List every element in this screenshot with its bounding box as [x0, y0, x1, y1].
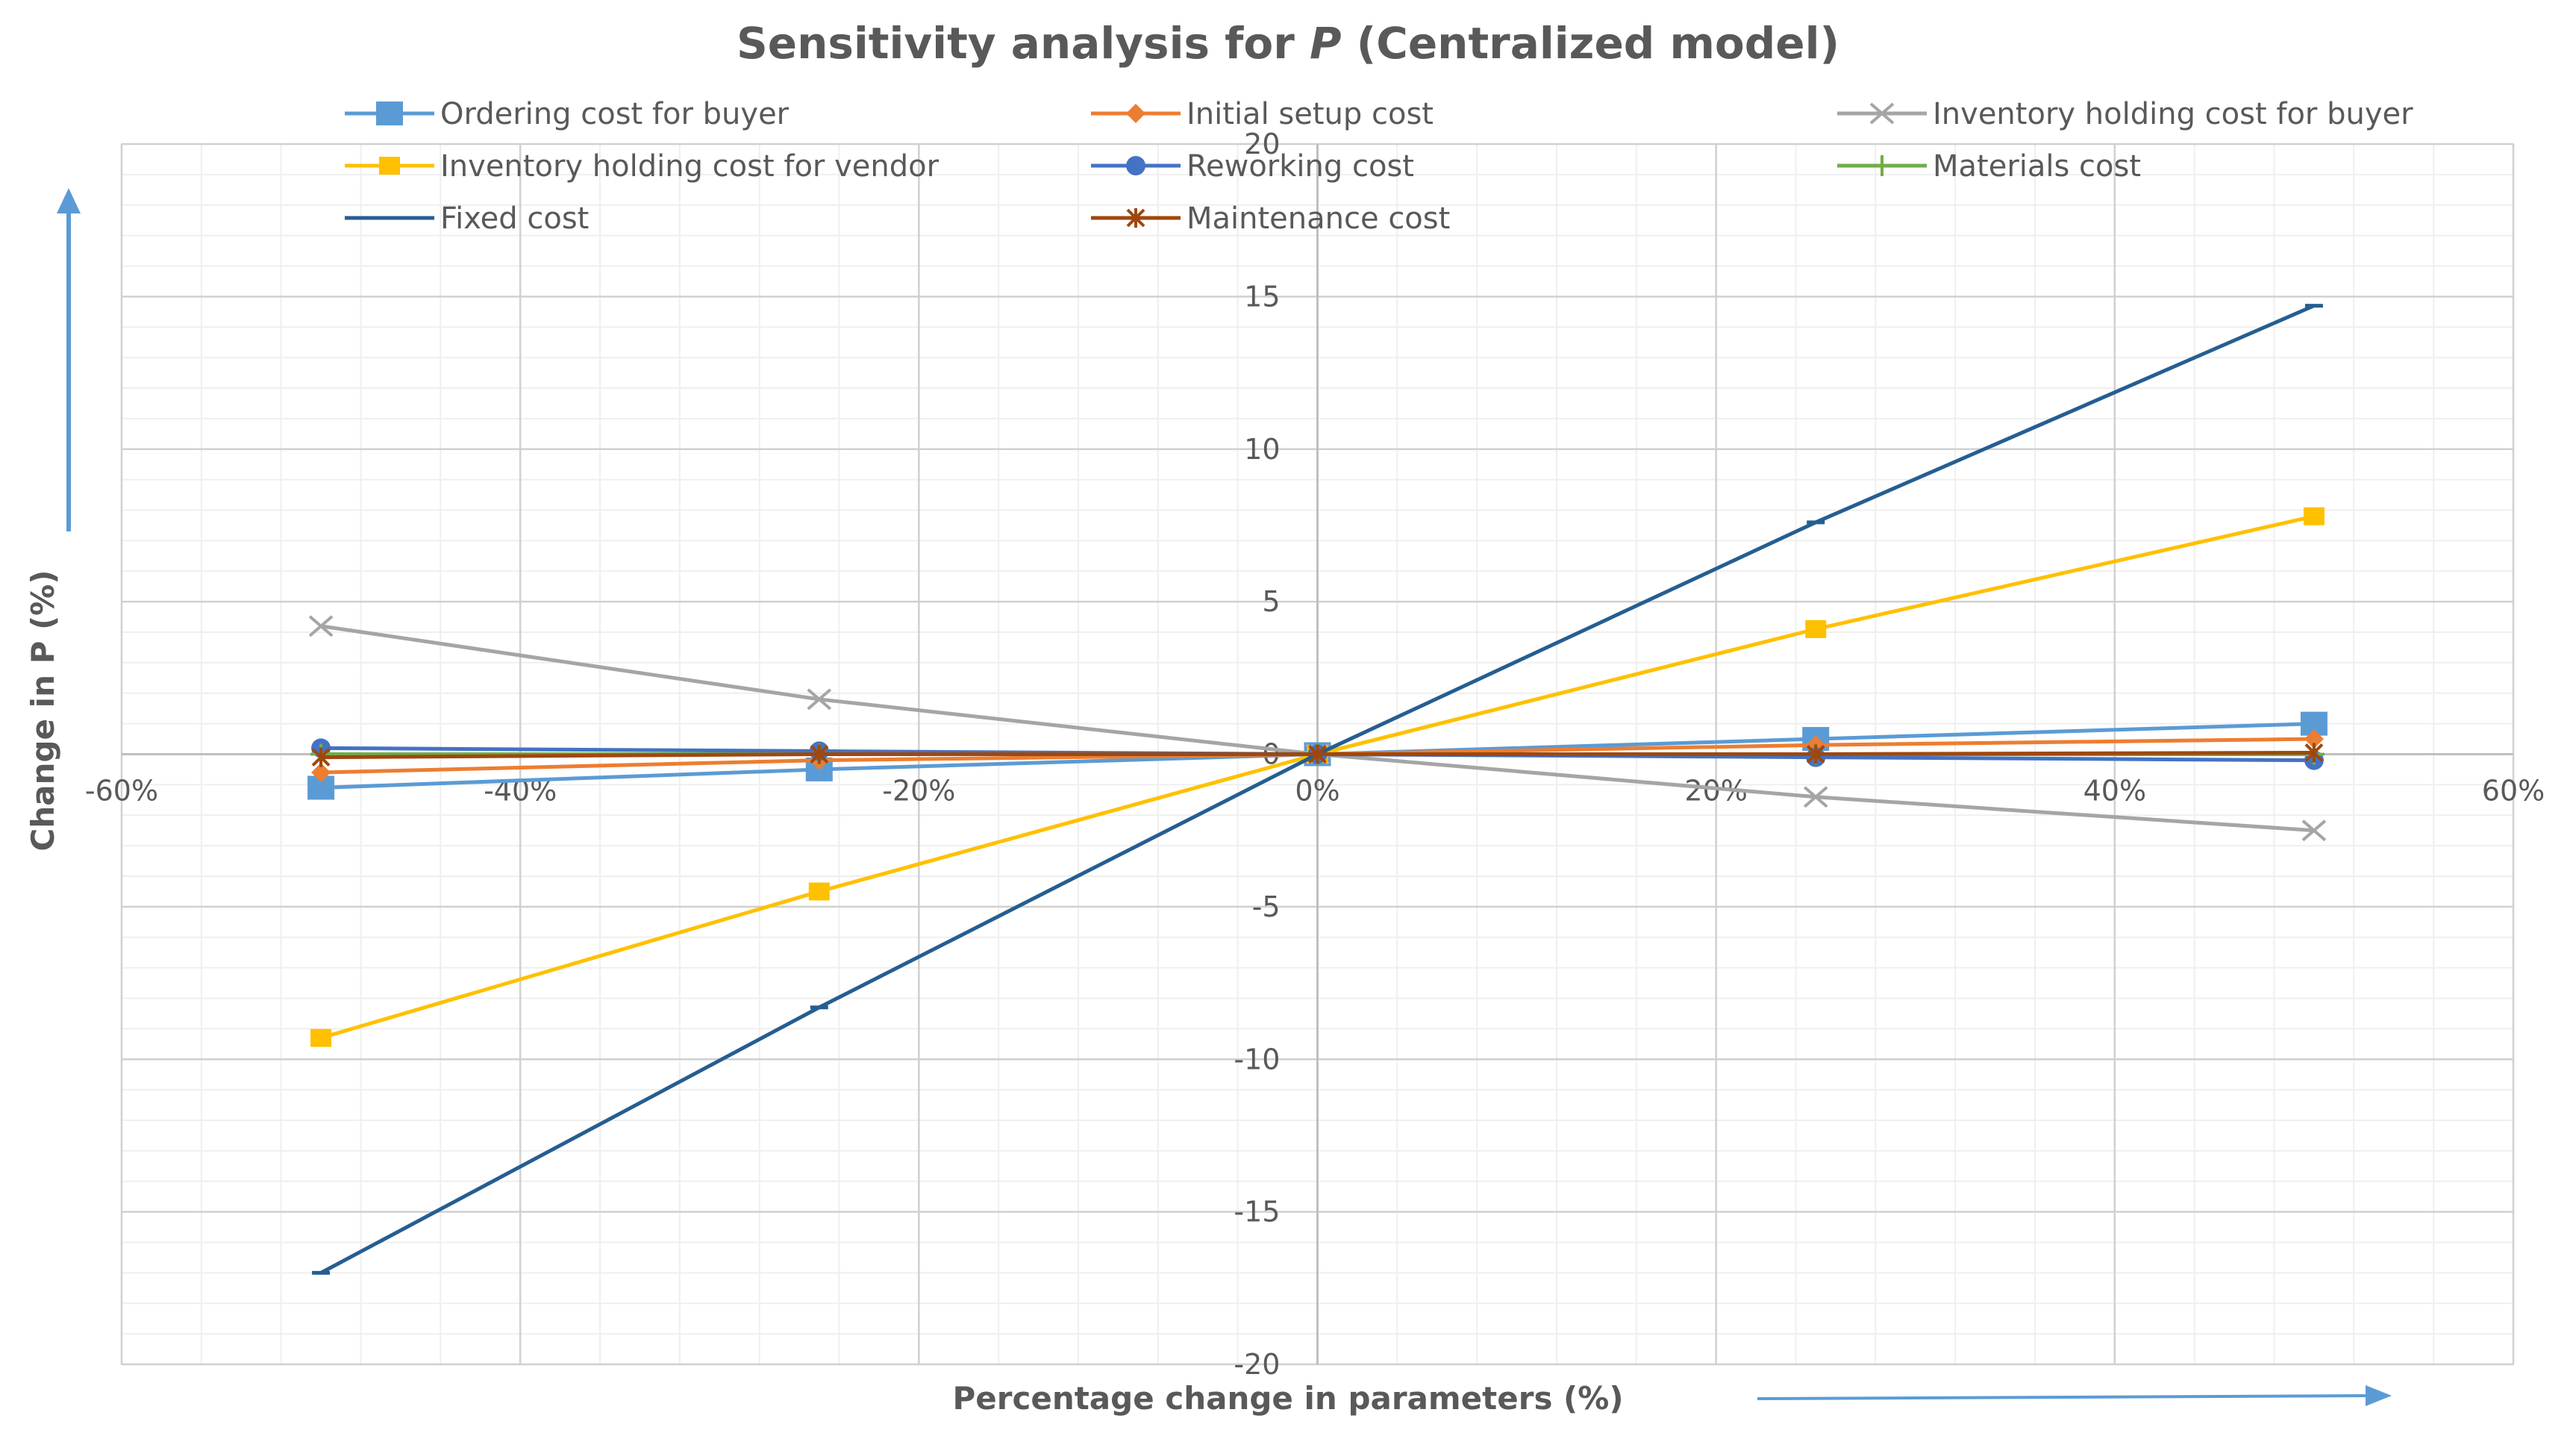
legend-item-maintenance-cost: Maintenance cost [1091, 202, 1450, 236]
chart-title: Sensitivity analysis for P (Centralized … [737, 18, 1839, 69]
data-point-maintenance-cost [1806, 744, 1825, 764]
legend-marker-initial-setup-cost [1126, 104, 1145, 123]
legend-item-fixed-cost: Fixed cost [345, 202, 589, 236]
direction-arrows [57, 188, 2392, 1406]
y-tick-label: 10 [1244, 433, 1280, 466]
data-point-inventory-holding-cost-for-buyer [807, 688, 832, 711]
legend-item-materials-cost: Materials cost [1837, 149, 2141, 184]
legend-marker-reworking-cost [1126, 156, 1145, 175]
legend-marker-inventory-holding-cost-for-buyer [1869, 102, 1895, 125]
y-tick-label: -15 [1234, 1196, 1280, 1229]
data-point-maintenance-cost [810, 744, 829, 764]
legend-label-inventory-holding-cost-for-vendor: Inventory holding cost for vendor [440, 149, 940, 184]
y-direction-arrow-head [57, 188, 81, 213]
data-point-maintenance-cost [2304, 743, 2324, 763]
data-point-initial-setup-cost [2304, 729, 2324, 749]
y-tick-label: -10 [1234, 1043, 1280, 1076]
legend-marker-maintenance-cost [1126, 208, 1145, 228]
y-tick-label: 5 [1262, 585, 1280, 618]
series-maintenance-cost [311, 743, 2324, 767]
x-tick-label: 40% [2083, 775, 2146, 808]
y-tick-label: -20 [1234, 1348, 1280, 1381]
x-direction-arrow-head [2366, 1385, 2392, 1406]
legend-label-materials-cost: Materials cost [1933, 149, 2141, 184]
legend-label-maintenance-cost: Maintenance cost [1187, 202, 1450, 236]
legend-item-inventory-holding-cost-for-vendor: Inventory holding cost for vendor [345, 149, 940, 184]
legend-marker-ordering-cost-for-buyer [376, 102, 403, 125]
x-tick-label: 0% [1295, 775, 1339, 808]
x-tick-label: -60% [85, 775, 158, 808]
tick-labels: -60% -40% -20% 0% 20% 40% 60%-20-15-10-5051015… [85, 128, 2545, 1381]
legend-marker-materials-cost [1872, 155, 1892, 176]
legend-label-inventory-holding-cost-for-buyer: Inventory holding cost for buyer [1933, 97, 2413, 131]
data-point-maintenance-cost [1308, 744, 1327, 764]
data-point-inventory-holding-cost-for-vendor [1805, 619, 1827, 638]
y-tick-label: 20 [1244, 128, 1280, 160]
data-point-maintenance-cost [311, 747, 331, 767]
x-tick-label: 60% [2482, 775, 2545, 808]
data-point-inventory-holding-cost-for-buyer [308, 615, 334, 637]
series-layer [307, 304, 2328, 1275]
legend-label-ordering-cost-for-buyer: Ordering cost for buyer [440, 97, 790, 131]
data-point-inventory-holding-cost-for-buyer [2301, 820, 2327, 842]
legend-marker-inventory-holding-cost-for-vendor [379, 157, 400, 175]
y-axis-title: Change in P (%) [25, 570, 61, 852]
legend-label-fixed-cost: Fixed cost [440, 202, 589, 236]
legend-label-reworking-cost: Reworking cost [1187, 149, 1414, 184]
x-tick-label: -20% [882, 775, 955, 808]
data-point-inventory-holding-cost-for-buyer [1803, 786, 1828, 808]
x-direction-arrow-shaft [1757, 1394, 2368, 1400]
data-point-inventory-holding-cost-for-vendor [2303, 507, 2325, 525]
legend: Ordering cost for buyer Initial setup cos… [345, 97, 2413, 236]
data-point-initial-setup-cost [311, 763, 331, 783]
legend-item-reworking-cost: Reworking cost [1091, 149, 1414, 184]
legend-label-initial-setup-cost: Initial setup cost [1187, 97, 1434, 131]
legend-item-ordering-cost-for-buyer: Ordering cost for buyer [345, 97, 790, 131]
data-point-inventory-holding-cost-for-vendor [808, 882, 830, 901]
y-tick-label: -5 [1252, 890, 1281, 923]
legend-item-inventory-holding-cost-for-buyer: Inventory holding cost for buyer [1837, 97, 2413, 131]
x-axis-title: Percentage change in parameters (%) [952, 1380, 1623, 1417]
data-point-inventory-holding-cost-for-vendor [310, 1028, 332, 1047]
y-tick-label: 15 [1244, 280, 1280, 313]
legend-item-initial-setup-cost: Initial setup cost [1091, 97, 1434, 131]
